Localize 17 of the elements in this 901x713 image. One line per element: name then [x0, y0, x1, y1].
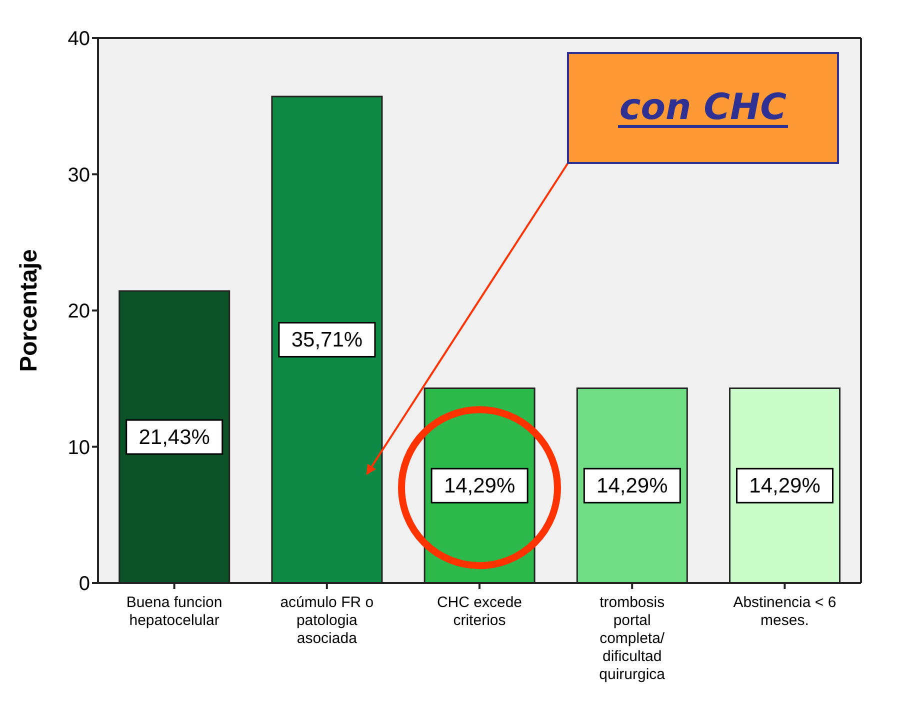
y-tick-label: 0 [78, 573, 90, 596]
y-tick-label: 20 [68, 300, 90, 323]
y-tick-label: 10 [68, 436, 90, 459]
annotation: con CHC [619, 87, 788, 128]
x-tick-label: trombosis portal completa/ dificultad quirurgica [599, 594, 666, 683]
data-label: 35,71% [291, 328, 363, 352]
y-axis-title: Porcentaje [16, 249, 43, 372]
y-tick-label: 30 [68, 164, 90, 186]
data-label: 14,29% [444, 474, 516, 498]
data-label: 14,29% [749, 474, 820, 498]
x-tick-label: CHC excede criterios [436, 594, 522, 629]
x-tick-label: acúmulo FR o patologia asociada [280, 594, 374, 647]
y-tick-label: 40 [68, 28, 90, 50]
x-tick-label: Buena funcion hepatocelular [126, 594, 222, 629]
data-label: 14,29% [596, 474, 668, 498]
data-label: 21,43% [138, 426, 210, 450]
x-tick-label: Abstinencia < 6 meses. [733, 594, 836, 629]
